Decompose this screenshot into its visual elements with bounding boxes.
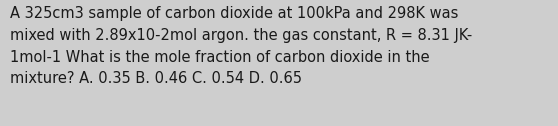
Text: A 325cm3 sample of carbon dioxide at 100kPa and 298K was
mixed with 2.89x10-2mol: A 325cm3 sample of carbon dioxide at 100…: [10, 6, 472, 86]
